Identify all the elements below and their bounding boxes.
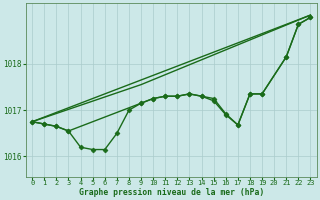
X-axis label: Graphe pression niveau de la mer (hPa): Graphe pression niveau de la mer (hPa) [79, 188, 264, 197]
